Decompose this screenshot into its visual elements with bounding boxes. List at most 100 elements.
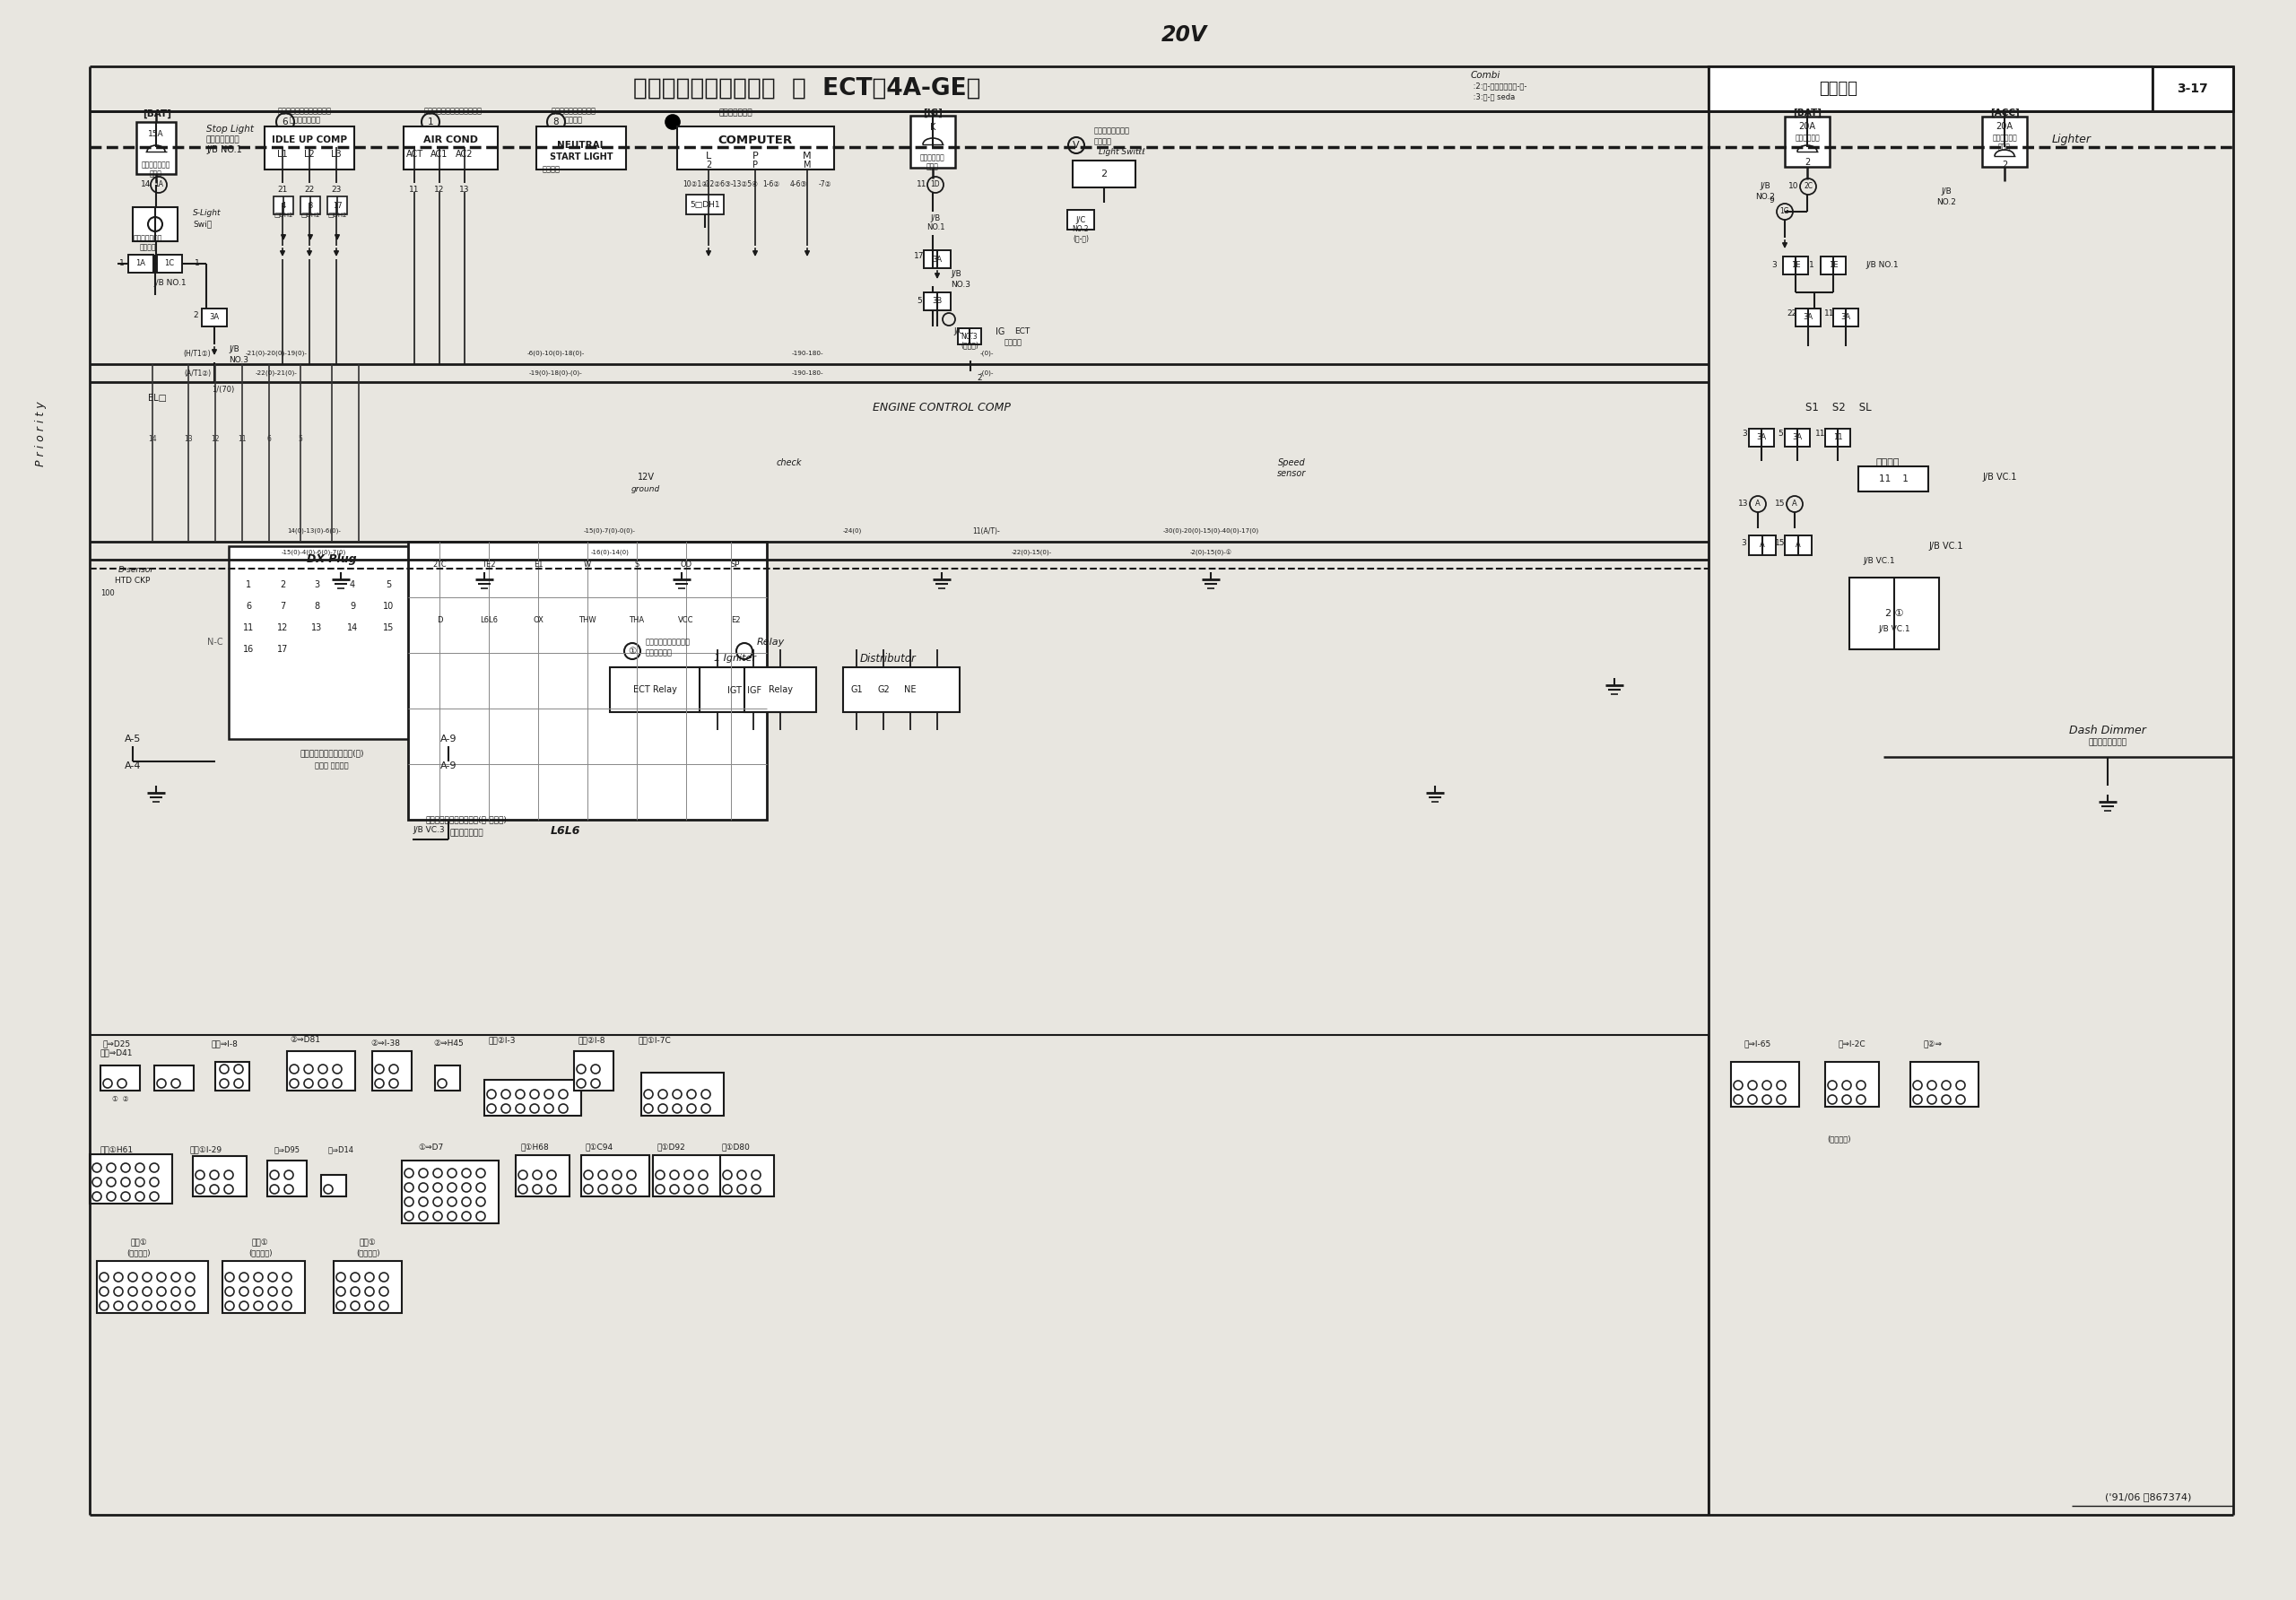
Bar <box>652 1155 721 1197</box>
Circle shape <box>666 115 680 130</box>
Text: 23: 23 <box>331 186 342 194</box>
Text: 流量⇒D41: 流量⇒D41 <box>101 1050 133 1058</box>
Text: NO.1: NO.1 <box>925 224 944 232</box>
Bar <box>133 206 177 242</box>
Text: -30(0)-20(0)-15(0)-40(0)-17(0): -30(0)-20(0)-15(0)-40(0)-17(0) <box>1162 528 1258 534</box>
Text: ECT Relay: ECT Relay <box>634 685 677 694</box>
Text: 13: 13 <box>310 624 321 632</box>
Text: 9: 9 <box>349 602 356 611</box>
Text: -19(0)-18(0)-(0)-: -19(0)-18(0)-(0)- <box>530 370 583 376</box>
Bar <box>957 328 980 344</box>
Text: ground: ground <box>631 486 661 494</box>
Bar <box>687 195 723 214</box>
Bar <box>266 1160 308 1197</box>
Text: J/B VC.3: J/B VC.3 <box>413 827 445 835</box>
Text: コンピューター: コンピューター <box>289 117 321 125</box>
Bar <box>333 1261 402 1314</box>
Text: 20A: 20A <box>1798 122 1816 131</box>
Text: L6L6: L6L6 <box>480 616 498 624</box>
Text: 2: 2 <box>1100 170 1107 179</box>
Bar <box>1910 1062 1979 1107</box>
Bar <box>273 197 294 214</box>
Bar <box>721 1155 774 1197</box>
Text: S1    S2    SL: S1 S2 SL <box>1805 402 1871 413</box>
Text: 4: 4 <box>280 202 285 210</box>
Text: 13: 13 <box>459 186 471 194</box>
Text: クロック: クロック <box>1876 458 1899 467</box>
Text: 7: 7 <box>280 602 285 611</box>
Bar <box>101 1066 140 1091</box>
Text: 実①D80: 実①D80 <box>721 1142 751 1150</box>
Text: :3:ワ-ペ seda: :3:ワ-ペ seda <box>1472 93 1515 101</box>
Text: コントロール: コントロール <box>921 154 946 162</box>
Text: N-C: N-C <box>207 638 223 646</box>
Bar <box>301 197 319 214</box>
Text: -21(0)-20(0)-19(0)-: -21(0)-20(0)-19(0)- <box>246 350 308 357</box>
Text: 変⇒D14: 変⇒D14 <box>328 1146 354 1154</box>
Text: (チェニコ): (チェニコ) <box>1828 1134 1851 1142</box>
Text: Lighter: Lighter <box>2053 134 2092 146</box>
Bar <box>230 546 434 739</box>
Text: 14: 14 <box>140 181 152 189</box>
Text: IDLE UP COMP: IDLE UP COMP <box>271 136 347 144</box>
Text: -190-180-: -190-180- <box>792 350 824 357</box>
Text: 14: 14 <box>149 435 156 443</box>
Text: 赤⇒D25: 赤⇒D25 <box>103 1040 131 1048</box>
Text: 赤⇒I-65: 赤⇒I-65 <box>1745 1040 1773 1048</box>
Text: ランプ: ランプ <box>149 170 163 178</box>
Text: 実実①: 実実① <box>253 1238 269 1246</box>
Text: J/B: J/B <box>930 214 941 222</box>
Text: 1: 1 <box>195 259 200 267</box>
Text: 変速②I-3: 変速②I-3 <box>489 1037 517 1045</box>
Text: J/C: J/C <box>1077 216 1086 224</box>
Text: NO.3: NO.3 <box>951 282 971 290</box>
Text: A-9: A-9 <box>441 762 457 771</box>
Bar <box>1848 578 1940 650</box>
Text: 20V: 20V <box>1162 24 1208 46</box>
Text: J/B NO.1: J/B NO.1 <box>207 146 241 154</box>
Text: NO.3: NO.3 <box>230 357 248 365</box>
Text: 1: 1 <box>1809 261 1814 269</box>
Text: D: D <box>436 616 443 624</box>
Text: 3A: 3A <box>1841 314 1851 322</box>
Bar <box>923 250 951 269</box>
Text: P: P <box>753 152 758 160</box>
Text: (チェニコ): (チェニコ) <box>248 1250 271 1258</box>
Bar <box>409 542 767 819</box>
Text: インストラメントパネル(ワ-ヘニス): インストラメントパネル(ワ-ヘニス) <box>425 816 507 824</box>
Text: アクセサリー: アクセサリー <box>1993 134 2016 142</box>
Text: D-sensor: D-sensor <box>119 566 154 574</box>
Text: L1: L1 <box>278 150 287 158</box>
Text: A-4: A-4 <box>124 762 140 771</box>
Text: 6: 6 <box>282 117 289 126</box>
Text: -13②5④: -13②5④ <box>730 181 758 189</box>
Text: 13: 13 <box>184 435 193 443</box>
Bar <box>581 1155 650 1197</box>
Text: 6: 6 <box>266 435 271 443</box>
Text: エンジンコントロール: エンジンコントロール <box>645 638 691 646</box>
Text: -7②: -7② <box>820 181 831 189</box>
Text: 3: 3 <box>308 202 312 210</box>
Text: E1: E1 <box>533 560 542 568</box>
Text: IGT  IGF: IGT IGF <box>728 686 762 694</box>
Text: E2: E2 <box>730 616 739 624</box>
Text: 11(A/T)-: 11(A/T)- <box>974 526 1001 534</box>
Text: J/B: J/B <box>1940 187 1952 195</box>
Bar <box>2154 66 2234 112</box>
Text: 17: 17 <box>914 253 925 261</box>
Text: A: A <box>1756 499 1761 509</box>
Bar <box>328 197 347 214</box>
Bar <box>923 293 951 310</box>
Text: S-Light: S-Light <box>193 210 220 218</box>
Text: 赤⇒I-2C: 赤⇒I-2C <box>1839 1040 1867 1048</box>
Text: 2 ①: 2 ① <box>1885 610 1903 618</box>
Text: ECT: ECT <box>1015 328 1031 336</box>
Text: OD: OD <box>680 560 691 568</box>
Text: 3A: 3A <box>932 254 941 264</box>
Text: 実②⇒: 実②⇒ <box>1924 1040 1942 1048</box>
Text: J/B: J/B <box>1759 182 1770 190</box>
Text: J/B VC.1: J/B VC.1 <box>1862 557 1894 565</box>
Text: 12V: 12V <box>638 472 654 482</box>
Text: COMPUTER: COMPUTER <box>719 134 792 146</box>
Bar <box>202 309 227 326</box>
